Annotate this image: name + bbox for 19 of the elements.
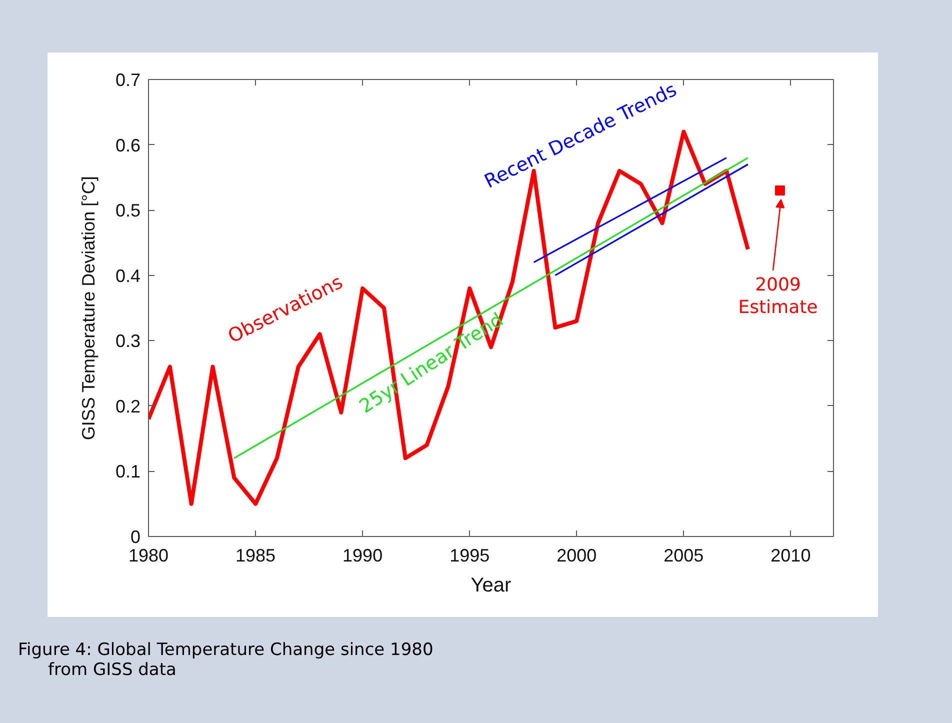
y-tick-label: 0.5: [115, 200, 141, 221]
x-tick-label: 1985: [236, 546, 276, 566]
y-tick-label: 0.3: [115, 331, 141, 352]
x-axis-title: Year: [470, 574, 512, 596]
y-tick-label: 0.2: [115, 396, 141, 416]
x-tick-label: 1990: [342, 546, 383, 566]
x-tick-label: 2005: [664, 546, 704, 566]
x-tick-label: 1995: [450, 546, 490, 566]
caption: Figure 4: Global Temperature Change since 1980 from GISS data: [18, 640, 434, 680]
text: 2009 Estimate: [738, 274, 818, 318]
y-tick-label: 0.7: [115, 70, 141, 90]
x-tick-label: 2000: [556, 546, 597, 566]
x-tick-label: 2010: [770, 546, 811, 566]
y-tick-label: 0: [130, 527, 141, 547]
y-axis-title: GISS Temperature Deviation [°C]: [78, 176, 98, 440]
y-tick-label: 0.6: [115, 135, 141, 156]
x-tick-label: 1980: [128, 546, 169, 566]
y-tick-label: 0.4: [115, 266, 141, 286]
y-tick-label: 0.1: [115, 462, 141, 482]
